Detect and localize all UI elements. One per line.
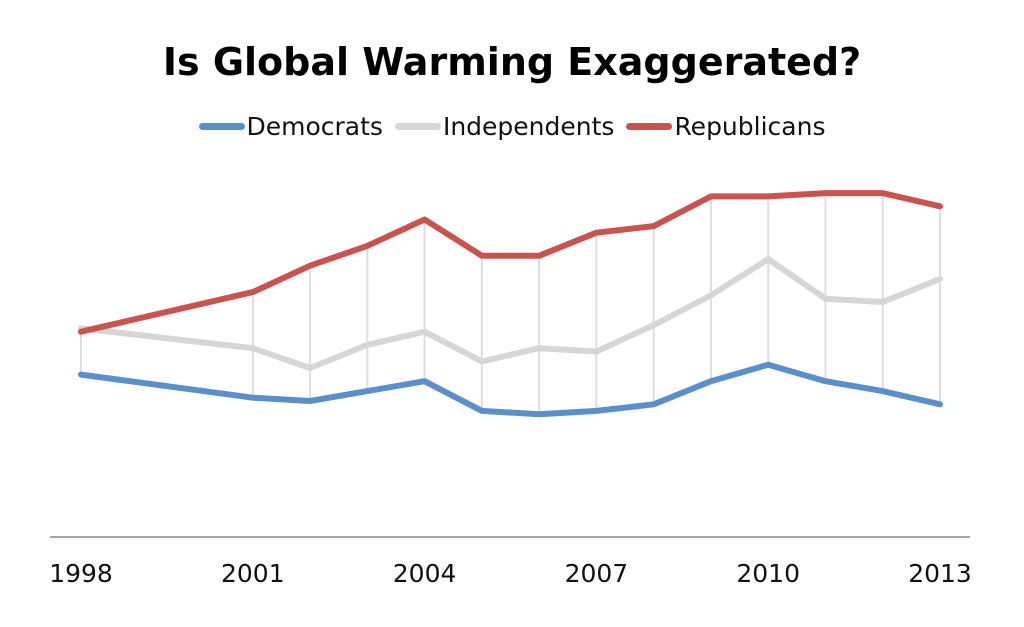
- legend-label-republicans: Republicans: [674, 112, 826, 141]
- legend-swatch-democrats: [198, 123, 245, 130]
- x-tick-label-2004: 2004: [393, 559, 457, 588]
- chart-title: Is Global Warming Exaggerated?: [162, 40, 862, 84]
- x-tick-label-1998: 1998: [49, 559, 113, 588]
- x-tick-label-2001: 2001: [221, 559, 285, 588]
- legend-label-independents: Independents: [442, 112, 615, 141]
- series-line-republicans: [78, 190, 943, 335]
- legend-label-democrats: Democrats: [246, 112, 383, 141]
- legend-swatch-independents: [394, 123, 441, 130]
- legend-swatch-republicans: [626, 123, 673, 130]
- legend-item-republicans: Republicans: [626, 112, 825, 141]
- x-tick-label-2010: 2010: [736, 559, 800, 588]
- x-tick-label-2007: 2007: [565, 559, 629, 588]
- series-line-democrats: [78, 361, 943, 418]
- legend: Democrats Independents Republicans: [0, 112, 1024, 141]
- legend-item-democrats: Democrats: [198, 112, 383, 141]
- series-line-independents: [78, 256, 943, 371]
- legend-item-independents: Independents: [394, 112, 615, 141]
- x-tick-label-2013: 2013: [908, 559, 972, 588]
